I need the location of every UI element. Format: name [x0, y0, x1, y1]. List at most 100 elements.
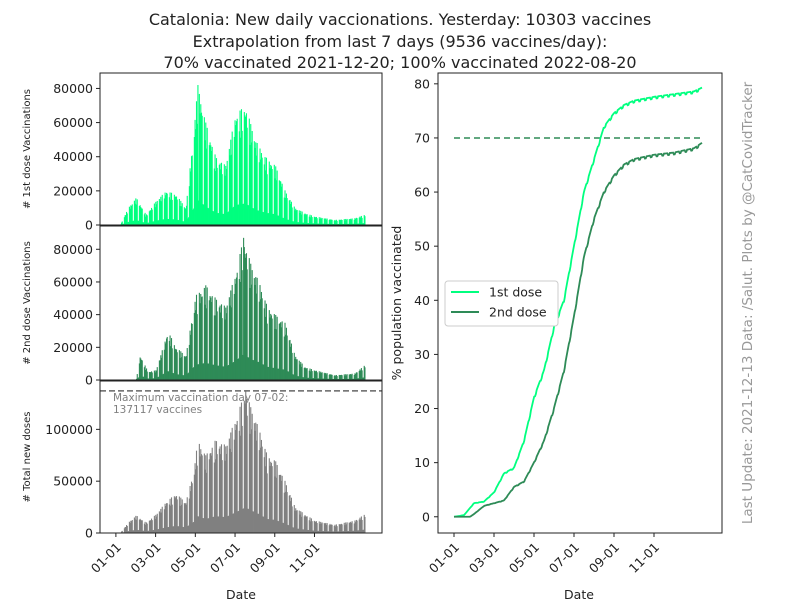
- first-dose-panel-day-bar: [245, 117, 247, 225]
- first-dose-panel-day-bar: [151, 209, 153, 225]
- first-dose-panel-day-bar: [248, 205, 250, 225]
- second-dose-panel-day-bar: [259, 285, 261, 380]
- first-dose-panel-day-bar: [330, 219, 332, 225]
- right-xtick-label: 07-01: [546, 540, 582, 576]
- first-dose-panel-day-bar: [255, 155, 258, 225]
- legend-label-2: 2nd dose: [489, 305, 547, 320]
- total-doses-panel-day-bar: [233, 513, 235, 533]
- second-dose-panel-day-bar: [177, 374, 179, 380]
- first-dose-panel-day-bar: [300, 214, 302, 225]
- second-dose-panel-day-bar: [175, 349, 178, 380]
- second-dose-panel-day-bar: [195, 310, 197, 380]
- total-doses-panel-day-bar: [178, 526, 180, 533]
- second-dose-panel-day-bar: [190, 334, 192, 380]
- second-dose-panel-day-bar: [241, 270, 243, 380]
- total-doses-panel-day-bar: [190, 491, 192, 533]
- second-dose-panel-day-bar: [275, 329, 277, 380]
- total-doses-panel-day-bar: [145, 522, 148, 533]
- total-doses-panel-day-bar: [357, 530, 360, 533]
- total-doses-panel-day-bar: [283, 523, 285, 533]
- second-dose-panel-day-bar: [141, 360, 143, 380]
- total-doses-panel-day-bar: [325, 522, 327, 533]
- total-doses-panel-day-bar: [217, 516, 219, 533]
- total-doses-panel-day-bar: [231, 427, 233, 533]
- total-doses-panel-day-bar: [152, 530, 154, 533]
- total-doses-panel-frame: [99, 380, 383, 534]
- first-dose-panel-day-bar: [217, 213, 219, 225]
- first-dose-panel-day-bar: [315, 217, 317, 225]
- second-dose-panel-day-bar: [271, 318, 273, 380]
- total-doses-panel-day-bar: [260, 447, 262, 533]
- first-dose-panel-day-bar: [231, 131, 233, 225]
- first-dose-panel-day-bar: [301, 211, 303, 225]
- total-doses-panel-day-bar: [142, 530, 144, 533]
- total-doses-panel-day-bar: [230, 452, 233, 533]
- first-dose-panel-day-bar: [168, 197, 170, 225]
- total-doses-panel-day-bar: [293, 505, 295, 533]
- total-doses-panel-day-bar: [228, 438, 230, 533]
- second-dose-panel-day-bar: [234, 278, 236, 380]
- first-dose-panel-day-bar: [162, 219, 164, 225]
- total-doses-panel-day-bar: [161, 506, 163, 533]
- second-dose-panel-day-bar: [363, 365, 365, 380]
- second-dose-panel-day-bar: [343, 374, 345, 380]
- first-dose-panel-day-bar: [254, 147, 256, 225]
- first-dose-panel-day-bar: [197, 85, 199, 226]
- total-doses-panel-day-bar: [265, 452, 267, 533]
- total-doses-panel-day-bar: [246, 415, 248, 533]
- total-doses-panel-day-bar: [181, 499, 183, 533]
- first-dose-panel-day-bar: [258, 210, 260, 225]
- total-doses-panel-day-bar: [236, 420, 238, 533]
- total-doses-panel-day-bar: [310, 521, 312, 533]
- second-dose-panel-day-bar: [151, 372, 153, 380]
- second-dose-panel-day-bar: [256, 277, 258, 380]
- first-dose-panel-day-bar: [205, 122, 207, 225]
- second-dose-panel-day-bar: [236, 272, 238, 380]
- right-ytick-label: 10: [414, 455, 430, 470]
- second-dose-panel-day-bar: [247, 357, 249, 380]
- total-doses-panel-day-bar: [143, 523, 145, 533]
- second-dose-panel-day-bar: [184, 357, 186, 380]
- second-dose-panel-day-bar: [305, 368, 307, 380]
- second-dose-panel-day-bar: [330, 374, 332, 380]
- total-doses-panel-day-bar: [211, 447, 213, 533]
- total-doses-panel-day-bar: [364, 516, 366, 533]
- second-dose-panel-day-bar: [352, 378, 354, 380]
- second-dose-panel-day-bar: [163, 349, 165, 380]
- second-dose-panel-day-bar: [204, 304, 206, 380]
- second-dose-panel-day-bar: [299, 364, 301, 380]
- second-dose-panel-day-bar: [185, 356, 187, 380]
- second-dose-panel-day-bar: [264, 300, 266, 380]
- total-doses-panel-day-bar: [283, 492, 285, 533]
- first-dose-panel-day-bar: [227, 212, 229, 225]
- first-dose-panel-day-bar: [291, 207, 293, 225]
- second-dose-panel-day-bar: [164, 341, 166, 380]
- first-dose-panel-day-bar: [187, 218, 189, 225]
- first-dose-panel-day-bar: [353, 219, 355, 225]
- first-dose-panel-day-bar: [145, 214, 148, 225]
- second-dose-panel-day-bar: [212, 364, 214, 380]
- second-dose-panel-day-bar: [349, 374, 351, 380]
- second-dose-panel-day-bar: [185, 356, 188, 380]
- total-doses-panel-day-bar: [158, 511, 160, 533]
- total-doses-panel-day-bar: [132, 530, 134, 533]
- second-dose-panel-day-bar: [249, 287, 251, 380]
- first-dose-panel-day-bar: [138, 220, 140, 225]
- total-doses-panel-day-bar: [311, 521, 313, 533]
- total-doses-panel-day-bar: [278, 474, 280, 533]
- first-dose-panel-day-bar: [179, 206, 181, 225]
- second-dose-panel-bars: [136, 237, 366, 380]
- second-dose-panel-day-bar: [276, 316, 278, 380]
- first-dose-panel-day-bar: [350, 218, 352, 225]
- total-doses-panel-day-bar: [133, 530, 135, 533]
- total-doses-panel-day-bar: [235, 430, 237, 533]
- first-dose-panel-day-bar: [230, 154, 233, 225]
- first-dose-panel-day-bar: [351, 218, 353, 225]
- chart-title-line-2: Extrapolation from last 7 days (9536 vac…: [192, 32, 608, 51]
- second-dose-panel-day-bar: [173, 345, 175, 380]
- first-dose-panel-day-bar: [139, 205, 141, 225]
- second-dose-panel-day-bar: [178, 374, 180, 380]
- second-dose-panel-day-bar: [148, 372, 150, 380]
- second-dose-panel-day-bar: [355, 373, 357, 380]
- total-doses-panel-day-bar: [332, 531, 334, 533]
